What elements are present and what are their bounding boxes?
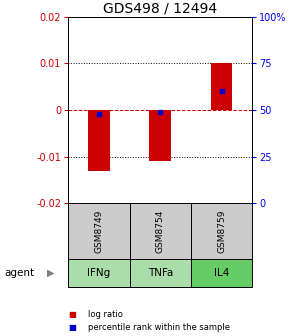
Text: GSM8754: GSM8754	[156, 209, 165, 253]
Text: GSM8759: GSM8759	[217, 209, 226, 253]
Text: percentile rank within the sample: percentile rank within the sample	[88, 323, 231, 332]
Text: agent: agent	[4, 268, 35, 278]
Bar	[88, 110, 110, 171]
Text: IFNg: IFNg	[87, 268, 110, 278]
Bar	[211, 64, 232, 110]
Text: TNFa: TNFa	[148, 268, 173, 278]
Text: GSM8749: GSM8749	[94, 209, 103, 253]
Text: ▶: ▶	[47, 268, 55, 278]
Text: IL4: IL4	[214, 268, 229, 278]
Bar	[149, 110, 171, 161]
Text: ■: ■	[68, 323, 76, 332]
Title: GDS498 / 12494: GDS498 / 12494	[103, 2, 217, 16]
Text: log ratio: log ratio	[88, 310, 123, 319]
Text: ■: ■	[68, 310, 76, 319]
